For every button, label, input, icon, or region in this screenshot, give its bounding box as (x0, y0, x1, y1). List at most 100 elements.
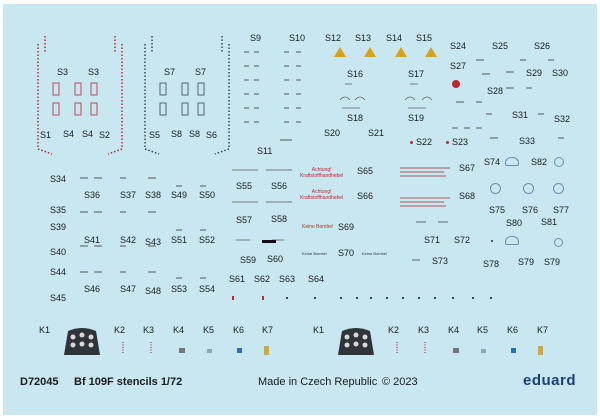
stencil-achtung-line: Achtung! (311, 189, 332, 195)
decal-label-S40: S40 (50, 247, 67, 257)
decal-label-S3: S3 (88, 67, 100, 77)
decal-label-S33: S33 (519, 136, 536, 146)
decal-label-S55: S55 (236, 181, 253, 191)
decal-label-S69: S69 (338, 222, 355, 232)
decal-label-S64: S64 (308, 274, 325, 284)
decal-label-S59: S59 (240, 255, 257, 265)
gauge-ring-icon (490, 183, 501, 194)
decal-label-S23: S23 (452, 137, 469, 147)
cockpit-parts-decal (396, 342, 543, 355)
decal-label-S62: S62 (254, 274, 271, 284)
decal-label-K1: K1 (39, 325, 51, 335)
decal-label-S58: S58 (271, 214, 288, 224)
warning-triangle-icon (334, 47, 346, 57)
decal-label-S7: S7 (164, 67, 176, 77)
decal-label-S15: S15 (416, 33, 433, 43)
small-stencils-right-decal (452, 59, 564, 139)
decal-label-S56: S56 (271, 181, 288, 191)
decal-label-S32: S32 (554, 114, 571, 124)
decal-label-S24: S24 (450, 41, 467, 51)
decal-label-S8: S8 (171, 129, 183, 139)
decal-label-S5: S5 (149, 130, 161, 140)
decal-label-S25: S25 (492, 41, 509, 51)
decal-label-S11: S11 (257, 146, 273, 156)
decal-label-S16: S16 (347, 69, 364, 79)
stencil-achtung-text: Achtung! Kraftstoffhandhebel (300, 167, 344, 180)
decal-label-S2: S2 (99, 130, 111, 140)
decal-label-S9: S9 (250, 33, 262, 43)
stencil-dashes-left-decal (80, 177, 206, 279)
decal-label-K5: K5 (477, 325, 489, 335)
decal-label-K4: K4 (448, 325, 460, 335)
decal-label-S21: S21 (368, 128, 385, 138)
decal-label-S4: S4 (82, 129, 94, 139)
decal-label-S35: S35 (50, 205, 67, 215)
decal-label-S60: S60 (267, 254, 284, 264)
decal-label-S67: S67 (459, 163, 476, 173)
red-circle-decal (452, 80, 460, 88)
cockpit-parts-decal (122, 342, 269, 355)
decal-label-S48: S48 (145, 286, 162, 296)
small-stencil-columns-decal (244, 51, 301, 141)
decal-label-S68: S68 (459, 191, 476, 201)
stencil-kraftstoff-line: Kraftstoffhandhebel (300, 172, 344, 179)
gauge-ring-icon (554, 238, 563, 247)
stencil-middle-block-decal (232, 169, 292, 243)
warning-triangle-icon (364, 47, 376, 57)
decal-label-S34: S34 (50, 174, 67, 184)
decal-label-K3: K3 (418, 325, 430, 335)
decal-label-K2: K2 (114, 325, 126, 335)
decal-label-S65: S65 (357, 166, 374, 176)
decal-label-S50: S50 (199, 190, 216, 200)
decal-label-S27: S27 (450, 61, 467, 71)
sheet-title: Bf 109F stencils 1/72 (74, 376, 183, 388)
decal-label-S51: S51 (171, 235, 188, 245)
decal-label-K5: K5 (203, 325, 215, 335)
stencil-achtung-line: Achtung! (311, 167, 332, 173)
decal-label-S72: S72 (454, 235, 471, 245)
origin-text: Made in Czech Republic (258, 376, 378, 388)
gauge-ring-icon (553, 183, 564, 194)
decal-label-S46: S46 (84, 284, 101, 294)
decal-label-S29: S29 (526, 68, 543, 78)
sheet-code: D72045 (20, 376, 59, 388)
decal-label-S19: S19 (408, 113, 425, 123)
decal-label-S43: S43 (145, 237, 162, 247)
gauge-ring-icon (523, 183, 534, 194)
stencil-keine-bombe-text: Keine Bombe! (302, 251, 328, 256)
decal-label-S39: S39 (50, 222, 67, 232)
decal-label-K4: K4 (173, 325, 185, 335)
decal-label-S4: S4 (63, 129, 75, 139)
decal-label-S18: S18 (347, 113, 364, 123)
decal-label-S26: S26 (534, 41, 551, 51)
decal-label-S73: S73 (432, 256, 449, 266)
decal-label-K6: K6 (233, 325, 245, 335)
instrument-panel-decal (338, 328, 374, 355)
decal-label-S61: S61 (229, 274, 246, 284)
decal-label-S12: S12 (325, 33, 342, 43)
decal-label-S71: S71 (424, 235, 441, 245)
decal-label-S75: S75 (489, 205, 506, 215)
decal-label-S17: S17 (408, 69, 425, 79)
decal-label-S76: S76 (522, 205, 539, 215)
decal-label-S77: S77 (553, 205, 570, 215)
eduard-logo: eduard (523, 372, 577, 389)
decal-label-K3: K3 (143, 325, 155, 335)
decal-label-S79: S79 (544, 257, 561, 267)
decal-label-S82: S82 (531, 157, 548, 167)
decal-sheet (3, 4, 597, 415)
decal-label-S74: S74 (484, 157, 501, 167)
decal-label-S47: S47 (120, 284, 137, 294)
decal-label-S36: S36 (84, 190, 101, 200)
decal-label-S7: S7 (195, 67, 207, 77)
decal-label-S63: S63 (279, 274, 296, 284)
decal-label-S37: S37 (120, 190, 137, 200)
red-dot-decal (446, 141, 449, 144)
decal-label-S42: S42 (120, 235, 137, 245)
wing-walkway-dark-decal (144, 36, 230, 155)
warning-triangle-icon (395, 47, 407, 57)
decal-label-S13: S13 (355, 33, 372, 43)
decal-label-S78: S78 (483, 259, 500, 269)
decal-label-S28: S28 (487, 86, 504, 96)
decal-label-K7: K7 (262, 325, 274, 335)
